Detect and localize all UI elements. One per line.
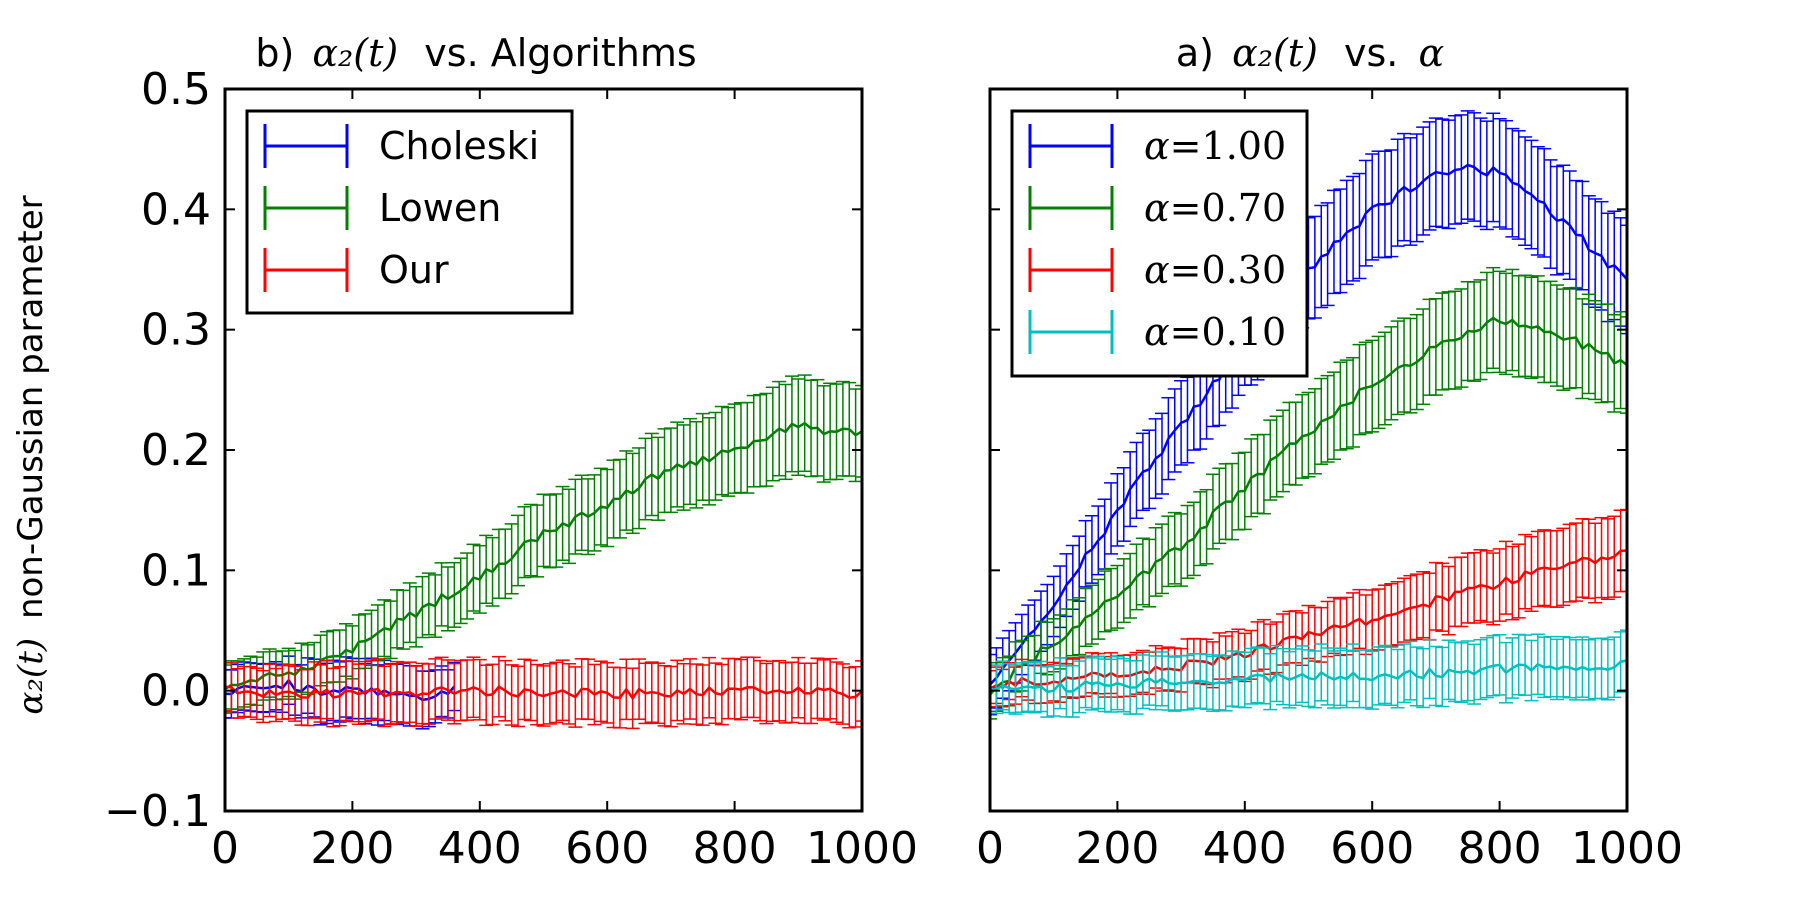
y-tick-label: 0.0 (141, 666, 211, 717)
panel-right-plot-area (990, 110, 1627, 720)
panel-right-title-tail-math: α (1418, 31, 1444, 75)
legend-entry: α=0.10 (1028, 310, 1286, 354)
panel-left-legend: Choleski Lowen Our (245, 109, 574, 315)
panel-left-frame (223, 87, 864, 813)
panel-right-alpha: a) α₂(t) vs. α 0 200 400 600 800 1000 α=1.00α… (976, 31, 1683, 874)
x-tick-label: 400 (438, 823, 522, 874)
x-tick-label: 600 (565, 823, 649, 874)
panel-left-plot-area (225, 374, 862, 730)
y-tick-label: 0.5 (141, 64, 211, 115)
series-line (990, 316, 1627, 696)
legend-entry: Lowen (263, 186, 501, 230)
x-tick-label: 0 (976, 823, 1004, 874)
legend-label: Choleski (379, 124, 539, 168)
legend-entry: Our (263, 248, 449, 292)
legend-label: Our (379, 248, 449, 292)
legend-label: α=0.70 (1144, 186, 1286, 230)
series-line (990, 659, 1627, 694)
legend-label: α=1.00 (1144, 124, 1286, 168)
x-tick-label: 400 (1203, 823, 1287, 874)
x-tick-label: 1000 (1571, 823, 1683, 874)
x-tick-label: 200 (310, 823, 394, 874)
series--0-10 (990, 629, 1627, 718)
y-tick-label: 0.3 (141, 305, 211, 356)
legend-entry: α=0.70 (1028, 186, 1286, 230)
panel-right-legend: α=1.00 α=0.70 α=0.30 α=0.10 (1010, 109, 1309, 378)
panel-right-ticks: 0 200 400 600 800 1000 (976, 88, 1683, 874)
panel-right-frame (988, 87, 1629, 813)
y-tick-label: −0.1 (104, 786, 211, 837)
legend-entry: α=1.00 (1028, 124, 1286, 168)
series--0-70 (990, 266, 1627, 720)
series-our (225, 655, 862, 730)
y-tick-label: 0.4 (141, 184, 211, 235)
panel-left-title-prefix: b) (255, 31, 294, 75)
y-axis-label-text: non-Gaussian parameter (11, 195, 51, 619)
panel-left-title-math: α₂(t) (312, 31, 398, 75)
panel-right-title-prefix: a) (1176, 31, 1214, 75)
legend-label: α=0.10 (1144, 310, 1286, 354)
series-line (225, 685, 862, 701)
y-tick-label: 0.1 (141, 545, 211, 596)
x-tick-label: 600 (1330, 823, 1414, 874)
x-tick-label: 200 (1075, 823, 1159, 874)
panel-right-title: a) α₂(t) vs. α (1176, 31, 1444, 75)
legend-label: α=0.30 (1144, 248, 1286, 292)
series-line (225, 421, 862, 691)
panel-left-title-suffix: vs. Algorithms (424, 31, 696, 75)
x-tick-label: 0 (211, 823, 239, 874)
x-tick-label: 800 (693, 823, 777, 874)
legend-entry: α=0.30 (1028, 248, 1286, 292)
panel-left-title: b) α₂(t) vs. Algorithms (255, 31, 696, 75)
panel-left-ticks: 0 200 400 600 800 1000 −0.1 0.0 0.1 0.2 0.3 0.4 0.5 (104, 64, 918, 874)
y-tick-label: 0.2 (141, 425, 211, 476)
panel-left-algorithms: b) α₂(t) vs. Algorithms 0 200 400 600 800 100… (104, 31, 918, 874)
panel-right-title-suffix: vs. (1344, 31, 1398, 75)
series-line (990, 549, 1627, 690)
legend-entry: Choleski (263, 124, 539, 168)
y-axis-label: α₂(t) non-Gaussian parameter (11, 195, 51, 714)
legend-label: Lowen (379, 186, 501, 230)
panel-right-title-math: α₂(t) (1232, 31, 1318, 75)
svg-text:α₂(t) non-Gaussian param: α₂(t) non-Gaussian parameter (11, 195, 51, 714)
y-axis-label-math: α₂(t) (11, 638, 51, 715)
series--1-00 (990, 110, 1627, 716)
x-tick-label: 1000 (806, 823, 918, 874)
x-tick-label: 800 (1458, 823, 1542, 874)
